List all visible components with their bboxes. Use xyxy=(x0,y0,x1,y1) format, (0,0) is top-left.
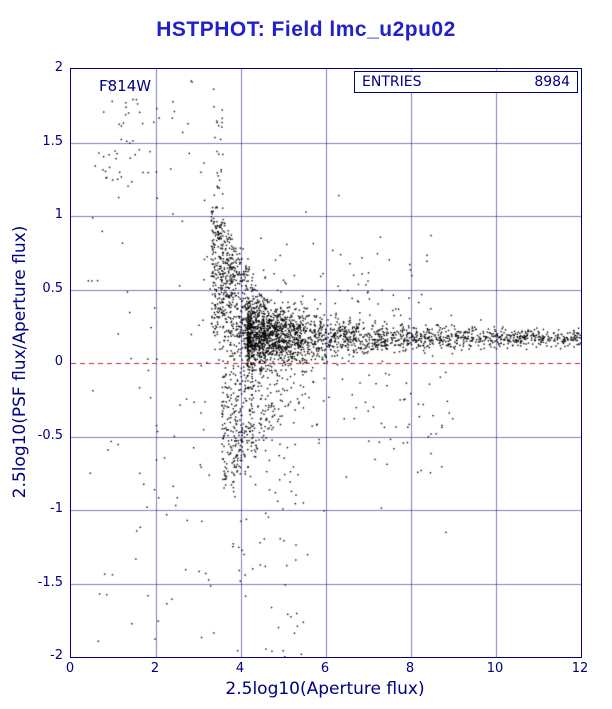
y-tick-label: -0.5 xyxy=(37,427,63,443)
x-tick-label: 6 xyxy=(320,661,330,676)
y-tick-label: 1 xyxy=(54,207,63,222)
x-tick-label: 8 xyxy=(405,661,415,676)
page-title: HSTPHOT: Field lmc_u2pu02 xyxy=(156,18,456,41)
y-tick-label: 0.5 xyxy=(42,280,63,296)
x-tick-label: 2 xyxy=(150,661,160,676)
y-tick-label: 1.5 xyxy=(42,133,63,149)
x-tick-label: 10 xyxy=(486,661,504,676)
entries-value: 8984 xyxy=(534,74,570,90)
y-tick-label: 2 xyxy=(54,60,63,75)
plot-area: F814W ENTRIES 8984 xyxy=(70,68,582,658)
filter-band-label: F814W xyxy=(99,77,152,95)
y-tick-label: -2 xyxy=(50,648,63,663)
x-tick-label: 12 xyxy=(571,661,589,676)
x-axis-label: 2.5log10(Aperture flux) xyxy=(225,679,425,699)
entries-stat-box: ENTRIES 8984 xyxy=(354,71,578,93)
x-tick-label: 0 xyxy=(65,661,75,676)
y-tick-label: -1 xyxy=(50,501,63,516)
entries-label: ENTRIES xyxy=(362,74,422,90)
y-tick-label: -1.5 xyxy=(37,574,63,590)
x-tick-label: 4 xyxy=(235,661,245,676)
scatter-canvas xyxy=(71,69,581,657)
y-tick-label: 0 xyxy=(54,354,63,369)
